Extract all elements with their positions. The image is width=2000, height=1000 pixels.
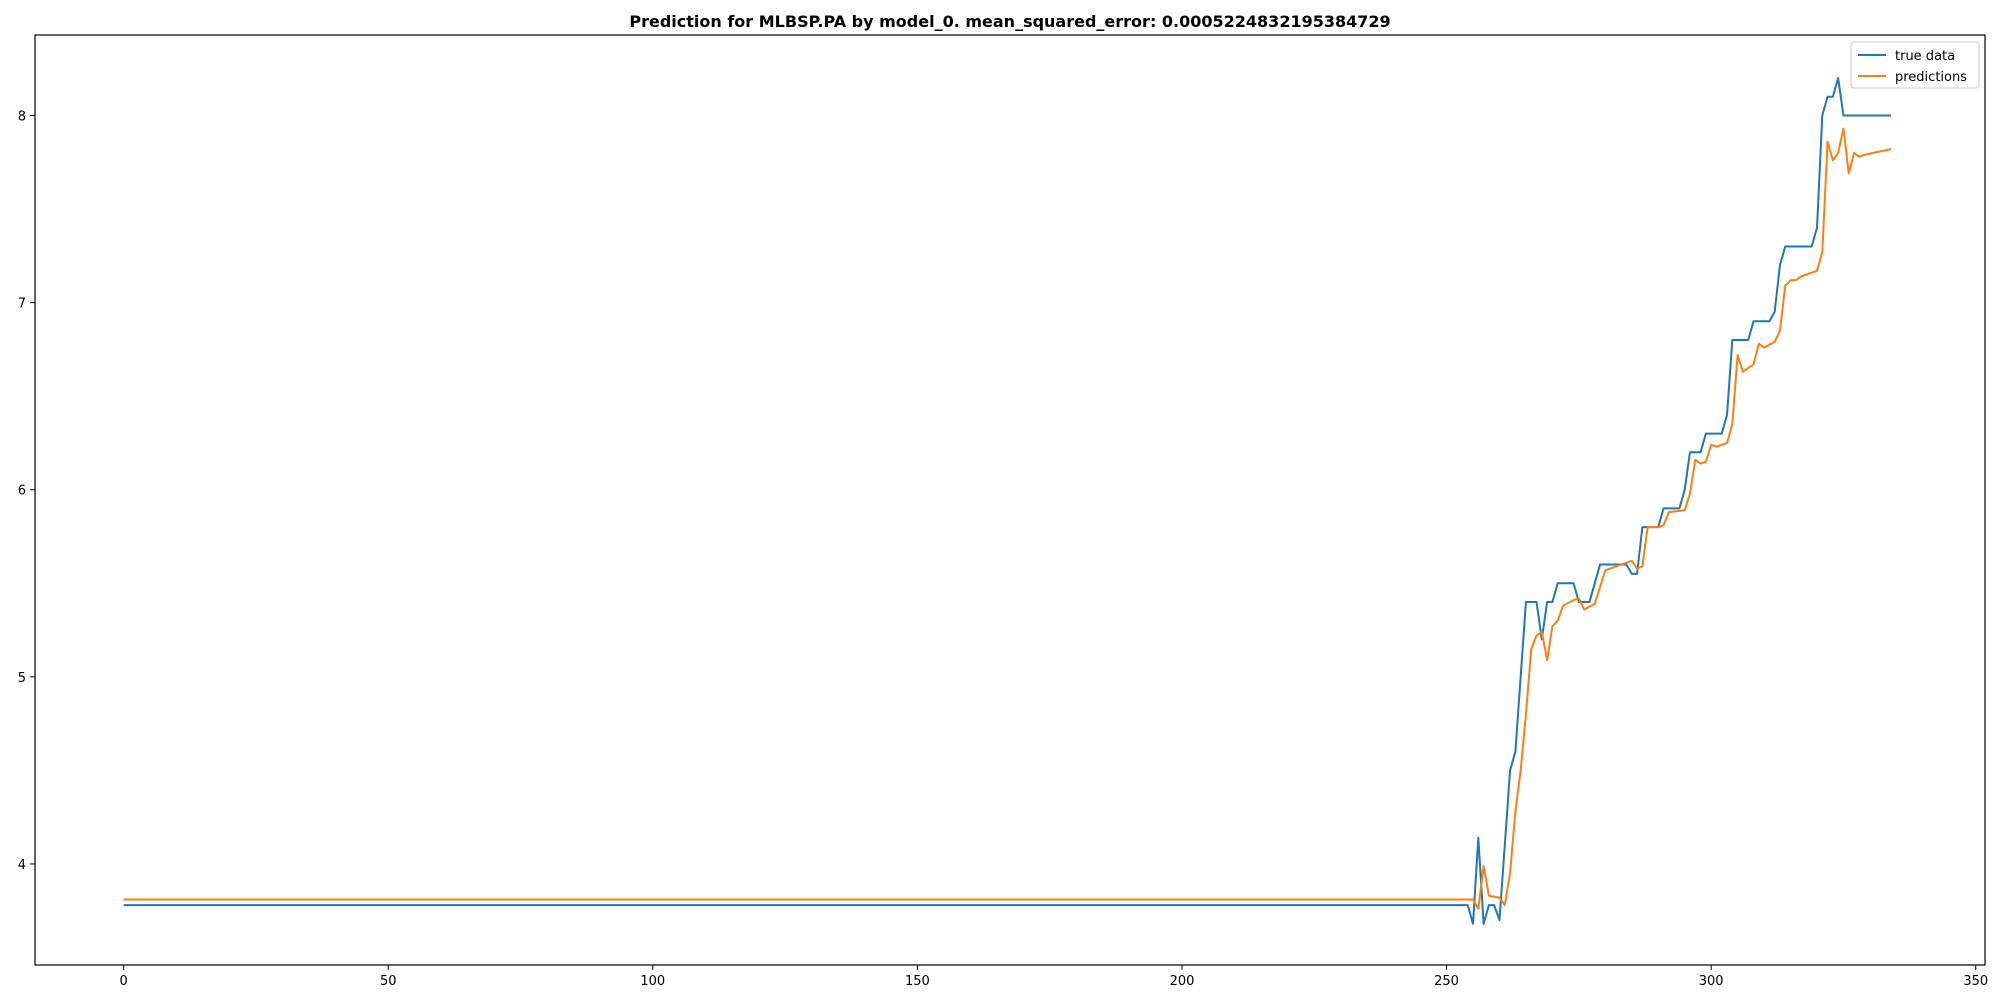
x-tick-label: 250 xyxy=(1434,974,1459,989)
x-tick-label: 0 xyxy=(119,974,127,989)
legend-label: predictions xyxy=(1895,70,1967,85)
plot-frame xyxy=(34,34,1986,966)
x-tick-label: 350 xyxy=(1963,974,1988,989)
legend-label: true data xyxy=(1895,49,1955,64)
x-tick-label: 300 xyxy=(1699,974,1724,989)
x-tick-label: 150 xyxy=(905,974,930,989)
y-tick-label: 7 xyxy=(18,297,26,312)
x-axis: 0 50 100 150 200 250 300 350 xyxy=(119,965,1988,989)
chart-title: Prediction for MLBSP.PA by model_0. mean… xyxy=(629,12,1390,31)
legend: true data predictions xyxy=(1850,41,1980,89)
plot-lines xyxy=(123,77,1892,925)
y-axis: 4 5 6 7 8 xyxy=(18,109,35,873)
y-tick-label: 8 xyxy=(18,109,26,124)
y-tick-label: 6 xyxy=(18,484,26,499)
series-line-predictions xyxy=(123,127,1892,910)
y-tick-label: 5 xyxy=(18,671,26,686)
x-tick-label: 100 xyxy=(640,974,665,989)
x-tick-label: 200 xyxy=(1170,974,1195,989)
x-tick-label: 50 xyxy=(380,974,397,989)
series-line-true-data xyxy=(123,77,1892,925)
y-tick-label: 4 xyxy=(18,858,26,873)
